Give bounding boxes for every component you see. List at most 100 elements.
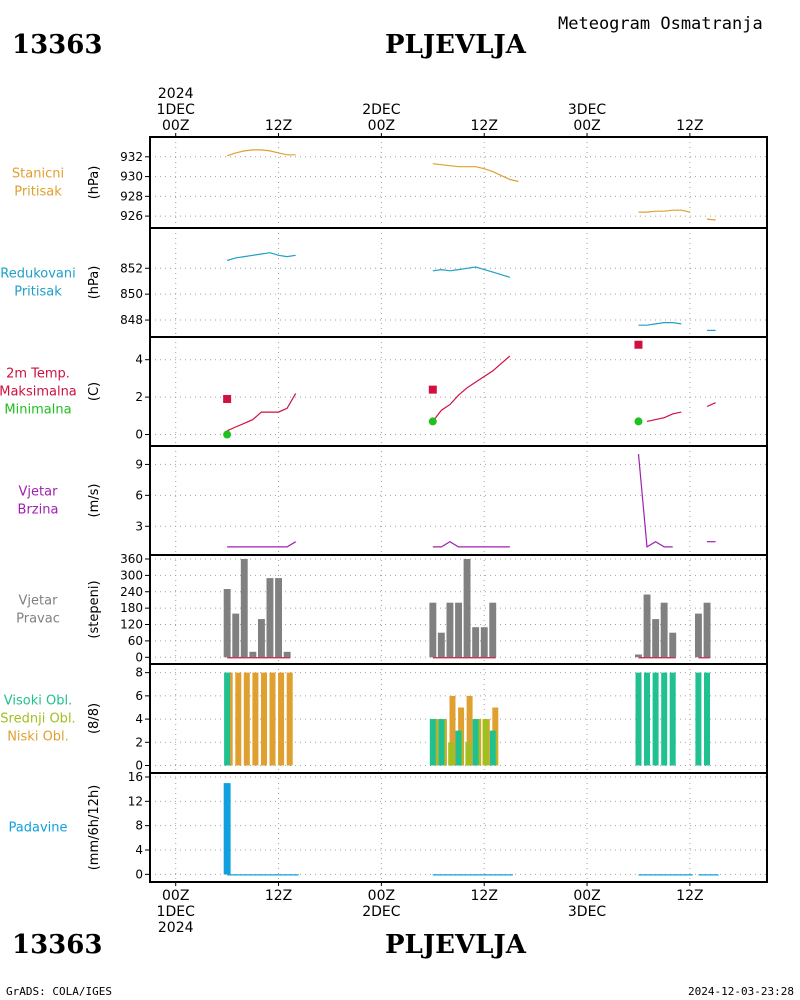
time-label-top: 00Z [573,118,600,134]
bar [652,672,659,766]
time-label-bottom: 00Z [573,888,600,904]
bar [438,719,445,766]
bar [661,672,668,766]
y-tick-label: 8 [135,666,143,680]
series-line [637,454,673,548]
y-tick-label: 0 [135,867,143,881]
y-axis-label: (mm/6h/12h) [87,785,102,871]
y-tick-label: 9 [135,457,143,471]
bar [643,594,651,658]
marker-square [634,340,643,349]
panel-frame [149,772,768,883]
bar [269,672,276,766]
panel-6 [145,772,768,883]
bar [455,602,462,658]
y-tick-label: 850 [120,287,143,301]
bar [652,619,660,658]
panel-4 [145,554,768,665]
bar [258,619,265,658]
panel-0 [145,136,768,229]
panel-label: Srednji Obl. [0,712,75,727]
time-label-bottom: 12Z [676,888,703,904]
time-label-top: 00Z [162,118,189,134]
panel-label: Minimalna [4,403,71,418]
bar [635,654,642,658]
panel-label: Vjetar [19,594,59,609]
panel-label: Pritisak [14,285,62,300]
time-label-bottom: 00Z [162,888,189,904]
bar [266,578,274,658]
series-line [432,540,510,548]
time-label-bottom: 00Z [368,888,395,904]
bar [437,632,445,658]
panel-3 [145,445,768,556]
bar [235,672,242,766]
panel-label: Maksimalna [0,385,77,400]
bar [635,672,642,766]
y-tick-label: 852 [120,261,143,275]
marker-circle [634,417,643,426]
marker-circle [428,417,437,426]
y-axis-label: (m/s) [87,484,102,518]
bar [283,651,291,658]
y-tick-label: 180 [120,601,143,615]
bar [669,672,676,766]
panel-label: Vjetar [19,485,59,500]
series-line [432,266,511,278]
panel-5 [145,663,768,774]
time-label-bottom: 2024 [158,920,194,936]
y-tick-label: 240 [120,585,143,599]
bar [429,719,436,766]
series-line [706,402,716,408]
panel-label: 2m Temp. [6,367,70,382]
y-tick-label: 60 [128,634,143,648]
bar [223,589,231,658]
y-tick-label: 4 [135,353,143,367]
bar [695,613,702,658]
bar [465,742,472,766]
y-axis-label: (stepeni) [87,580,102,638]
y-tick-label: 928 [120,189,143,203]
panel-frame [149,136,768,229]
series-line [432,355,511,422]
time-label-bottom: 3DEC [568,904,607,920]
panel-frame [149,227,768,338]
y-tick-label: 360 [120,552,143,566]
y-tick-label: 0 [135,428,143,442]
station-name-bottom: PLJEVLJA [385,930,526,960]
y-axis-label: (8/8) [87,703,102,734]
y-tick-label: 4 [135,843,143,857]
y-tick-label: 16 [128,770,143,784]
time-label-top: 12Z [265,118,292,134]
panel-frame [149,445,768,556]
series-line [227,541,297,548]
bar [489,602,497,658]
series-line [638,209,691,213]
bar [480,627,488,658]
bar [243,672,250,766]
time-label-bottom: 1DEC [157,904,196,920]
panel-label: Pritisak [14,185,62,200]
bar [695,672,702,766]
bar [249,651,257,658]
bar [463,559,471,658]
bar [286,672,293,766]
bar [449,695,456,766]
y-tick-label: 2 [135,735,143,749]
bar [489,730,496,766]
bar [275,578,282,658]
y-tick-label: 932 [120,150,143,164]
y-tick-label: 926 [120,209,143,223]
y-tick-label: 2 [135,390,143,404]
bar [252,672,259,766]
marker-circle [223,430,232,439]
series-line [638,322,682,326]
bar [472,627,480,658]
y-tick-label: 930 [120,170,143,184]
time-label-top: 00Z [368,118,395,134]
series-line [706,218,716,221]
time-label-top: 3DEC [568,102,607,118]
bar [429,602,437,658]
station-name-top: PLJEVLJA [385,30,526,60]
